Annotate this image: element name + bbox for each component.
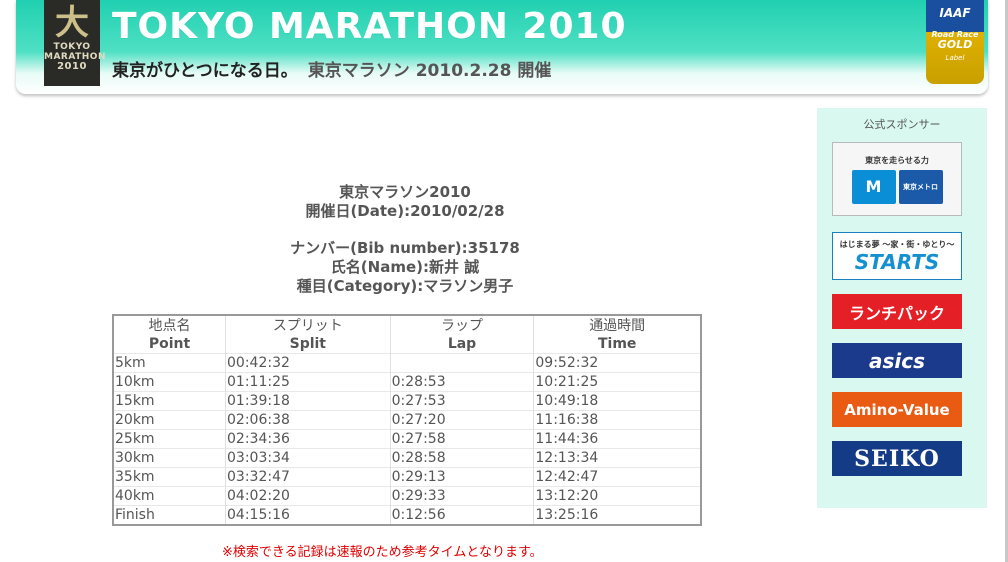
cell-point: 25km xyxy=(113,429,227,449)
sponsor-heading: 公式スポンサー xyxy=(863,118,941,131)
starts-name: STARTS xyxy=(854,249,940,274)
cell-lap: 0:28:53 xyxy=(390,372,535,392)
cell-point: 20km xyxy=(113,410,227,430)
table-row: 15km 01:39:18 0:27:53 10:49:18 xyxy=(113,391,702,411)
sponsor-seiko-banner[interactable]: SEIKO xyxy=(832,441,962,476)
logo-glyph: 大 xyxy=(55,3,89,43)
runner-info: ナンバー(Bib number):35178 氏名(Name):新井 誠 種目(… xyxy=(200,239,610,296)
starts-caption: はじまる夢 〜家・街・ゆとり〜 xyxy=(839,239,955,249)
cell-point: 15km xyxy=(113,391,227,411)
cell-point: 30km xyxy=(113,448,227,468)
cell-lap: 0:29:33 xyxy=(390,486,535,506)
event-info: 東京マラソン2010 開催日(Date):2010/02/28 xyxy=(200,183,610,221)
sponsor-lunchpack-banner[interactable]: ランチパック xyxy=(832,294,962,329)
cell-time: 13:12:20 xyxy=(533,486,702,506)
table-header-row: 地点名 Point スプリット Split ラップ Lap 通過時間 Time xyxy=(113,315,702,354)
event-name: 東京マラソン2010 xyxy=(339,183,471,201)
table-row: 5km 00:42:32 09:52:32 xyxy=(113,353,702,373)
table-row: 35km 03:32:47 0:29:13 12:42:47 xyxy=(113,467,702,487)
cell-point: 35km xyxy=(113,467,227,487)
metro-logo-row: M 東京メトロ xyxy=(851,169,943,204)
sponsor-column: 公式スポンサー 東京を走らせる力 M 東京メトロ はじまる夢 〜家・街・ゆとり〜… xyxy=(817,108,987,508)
cell-time: 10:49:18 xyxy=(533,391,702,411)
cell-split: 02:34:36 xyxy=(225,429,391,449)
iaaf-road-race-text: Road Race xyxy=(931,30,979,39)
metro-m-icon: M xyxy=(851,169,896,204)
iaaf-gold-text: GOLD xyxy=(937,38,973,51)
cell-time: 09:52:32 xyxy=(533,353,702,373)
header-split: スプリット Split xyxy=(225,315,391,354)
cell-lap xyxy=(390,353,535,373)
metro-caption: 東京を走らせる力 xyxy=(865,155,929,165)
table-row: 30km 03:03:34 0:28:58 12:13:34 xyxy=(113,448,702,468)
cell-point: Finish xyxy=(113,505,227,525)
table-row: 20km 02:06:38 0:27:20 11:16:38 xyxy=(113,410,702,430)
cell-split: 01:11:25 xyxy=(225,372,391,392)
header-ja: スプリット xyxy=(272,317,343,334)
cell-time: 12:42:47 xyxy=(533,467,702,487)
table-row: 25km 02:34:36 0:27:58 11:44:36 xyxy=(113,429,702,449)
header-ja: 地点名 xyxy=(148,317,191,334)
cell-split: 03:32:47 xyxy=(225,467,391,487)
table-row: 40km 04:02:20 0:29:33 13:12:20 xyxy=(113,486,702,506)
cell-time: 13:25:16 xyxy=(533,505,702,525)
header-en: Point xyxy=(148,335,191,352)
header-lap: ラップ Lap xyxy=(390,315,535,354)
header-en: Lap xyxy=(447,335,477,352)
cell-split: 04:02:20 xyxy=(225,486,391,506)
cell-split: 02:06:38 xyxy=(225,410,391,430)
cell-time: 11:44:36 xyxy=(533,429,702,449)
banner-title: TOKYO MARATHON 2010 xyxy=(112,6,627,47)
cell-lap: 0:27:53 xyxy=(390,391,535,411)
window-edge xyxy=(1005,0,1008,562)
tokyo-marathon-logo[interactable]: 大 TOKYO MARATHON 2010 xyxy=(44,0,106,86)
sponsor-starts-banner[interactable]: はじまる夢 〜家・街・ゆとり〜 STARTS xyxy=(832,232,962,280)
cell-lap: 0:27:58 xyxy=(390,429,535,449)
cell-point: 5km xyxy=(113,353,227,373)
cell-split: 00:42:32 xyxy=(225,353,391,373)
header-en: Split xyxy=(289,335,327,352)
sponsor-asics-banner[interactable]: asics xyxy=(832,343,962,378)
cell-time: 12:13:34 xyxy=(533,448,702,468)
runner-category: 種目(Category):マラソン男子 xyxy=(296,277,514,295)
header-banner: 大 TOKYO MARATHON 2010 TOKYO MARATHON 201… xyxy=(16,0,988,94)
cell-split: 03:03:34 xyxy=(225,448,391,468)
header-ja: 通過時間 xyxy=(589,317,646,334)
iaaf-label-text: Label xyxy=(945,54,965,62)
cell-point: 40km xyxy=(113,486,227,506)
sponsor-tokyo-metro-banner[interactable]: 東京を走らせる力 M 東京メトロ xyxy=(832,142,962,216)
metro-name: 東京メトロ xyxy=(898,169,943,204)
cell-lap: 0:28:58 xyxy=(390,448,535,468)
cell-lap: 0:27:20 xyxy=(390,410,535,430)
iaaf-gold-label-logo: IAAF Road Race GOLD Label xyxy=(926,0,984,84)
cell-split: 01:39:18 xyxy=(225,391,391,411)
header-ja: ラップ xyxy=(441,317,483,334)
header-en: Time xyxy=(597,335,637,352)
table-row: 10km 01:11:25 0:28:53 10:21:25 xyxy=(113,372,702,392)
sponsor-amino-value-banner[interactable]: Amino-Value xyxy=(832,392,962,427)
cell-point: 10km xyxy=(113,372,227,392)
cell-time: 10:21:25 xyxy=(533,372,702,392)
logo-text-marathon: MARATHON xyxy=(44,52,106,62)
cell-time: 11:16:38 xyxy=(533,410,702,430)
cell-split: 04:15:16 xyxy=(225,505,391,525)
banner-event-date: 東京マラソン 2010.2.28 開催 xyxy=(307,61,552,81)
cell-lap: 0:29:13 xyxy=(390,467,535,487)
iaaf-text: IAAF xyxy=(939,6,971,20)
banner-subtitle: 東京がひとつになる日。 東京マラソン 2010.2.28 開催 xyxy=(112,56,551,81)
bib-number: ナンバー(Bib number):35178 xyxy=(290,239,520,257)
split-results-table: 地点名 Point スプリット Split ラップ Lap 通過時間 Time 5km 0… xyxy=(112,314,702,526)
event-date: 開催日(Date):2010/02/28 xyxy=(305,202,505,220)
header-point: 地点名 Point xyxy=(113,315,227,354)
preliminary-time-notice: ※検索できる記録は速報のため参考タイムとなります。 xyxy=(222,545,543,560)
cell-lap: 0:12:56 xyxy=(390,505,535,525)
header-time: 通過時間 Time xyxy=(533,315,702,354)
table-row: Finish 04:15:16 0:12:56 13:25:16 xyxy=(113,505,702,525)
banner-slogan: 東京がひとつになる日。 xyxy=(112,61,298,81)
logo-text-tokyo: TOKYO xyxy=(53,42,91,52)
logo-text-year: 2010 xyxy=(57,61,87,72)
runner-name: 氏名(Name):新井 誠 xyxy=(330,258,480,276)
